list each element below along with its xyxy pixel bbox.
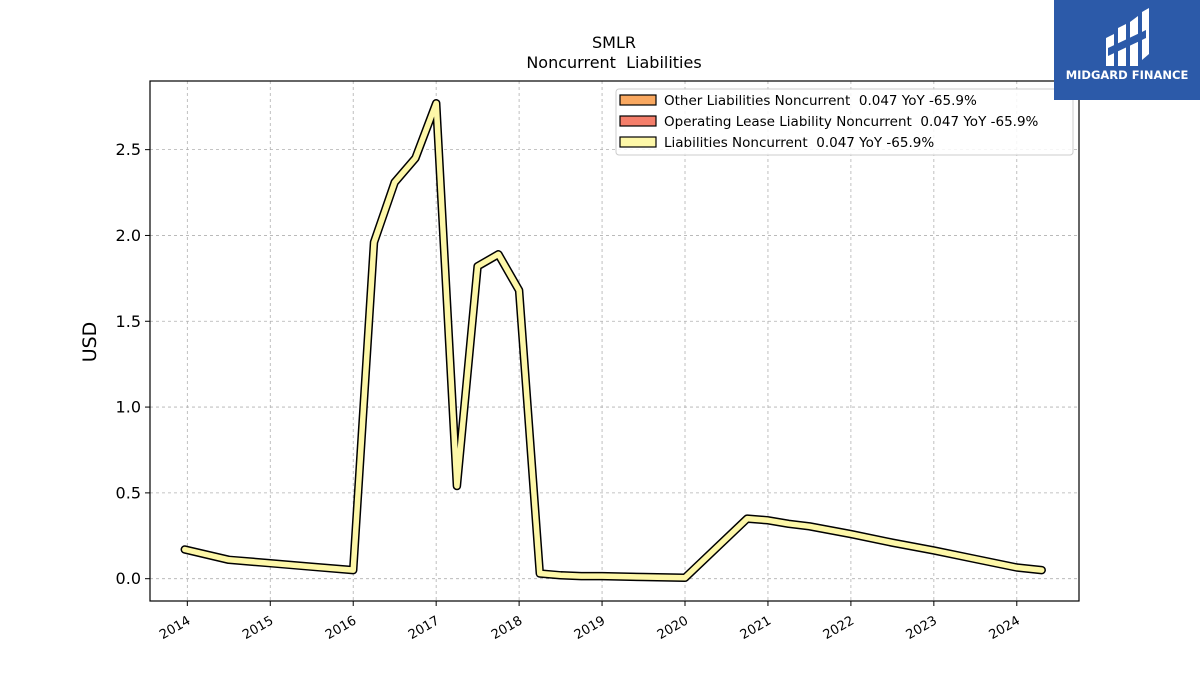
series-outline bbox=[180, 99, 1046, 583]
y-axis-label: USD bbox=[79, 322, 101, 363]
x-tick-label: 2015 bbox=[240, 613, 276, 643]
x-tick-label: 2024 bbox=[987, 613, 1023, 643]
axis-ticks: 0.0 0.5 1.0 1.5 2.0 2.5 2014 2015 2016 2017 2018 20… bbox=[116, 140, 1023, 643]
x-tick-label: 2020 bbox=[655, 613, 691, 643]
legend-swatch bbox=[619, 136, 657, 148]
series-layer bbox=[180, 99, 1046, 583]
chart-subtitle: Noncurrent Liabilities bbox=[526, 53, 701, 72]
x-tick-label: 2023 bbox=[904, 613, 940, 643]
x-tick-label: 2017 bbox=[406, 613, 442, 643]
legend-swatch bbox=[619, 94, 657, 106]
x-tick-label: 2014 bbox=[157, 613, 193, 643]
y-tick-label: 1.5 bbox=[116, 312, 141, 331]
legend-label: Other Liabilities Noncurrent 0.047 YoY -… bbox=[664, 93, 977, 109]
brand-name: MIDGARD FINANCE bbox=[1065, 68, 1189, 82]
legend-box bbox=[615, 88, 1074, 156]
y-tick-label: 0.5 bbox=[116, 483, 141, 502]
x-tick-label: 2018 bbox=[489, 613, 525, 643]
grid bbox=[150, 81, 1079, 601]
brand-logo: MIDGARD FINANCE bbox=[1054, 0, 1200, 100]
y-tick-label: 0.0 bbox=[116, 569, 141, 588]
midgard-logo-icon bbox=[1106, 8, 1149, 66]
legend-label: Operating Lease Liability Noncurrent 0.0… bbox=[664, 114, 1039, 130]
chart-title: SMLR bbox=[592, 33, 636, 52]
y-tick-label: 2.5 bbox=[116, 140, 141, 159]
legend-swatch bbox=[619, 115, 657, 127]
legend: Other Liabilities Noncurrent 0.047 YoY -… bbox=[615, 88, 1074, 156]
y-tick-label: 2.0 bbox=[116, 226, 141, 245]
x-tick-label: 2019 bbox=[572, 613, 608, 643]
plot-frame bbox=[149, 80, 1080, 602]
series-line bbox=[182, 100, 1045, 581]
legend-label: Liabilities Noncurrent 0.047 YoY -65.9% bbox=[664, 135, 934, 151]
x-tick-label: 2021 bbox=[738, 613, 774, 643]
x-tick-label: 2022 bbox=[821, 613, 857, 643]
x-tick-label: 2016 bbox=[323, 613, 359, 643]
y-tick-label: 1.0 bbox=[116, 398, 141, 417]
